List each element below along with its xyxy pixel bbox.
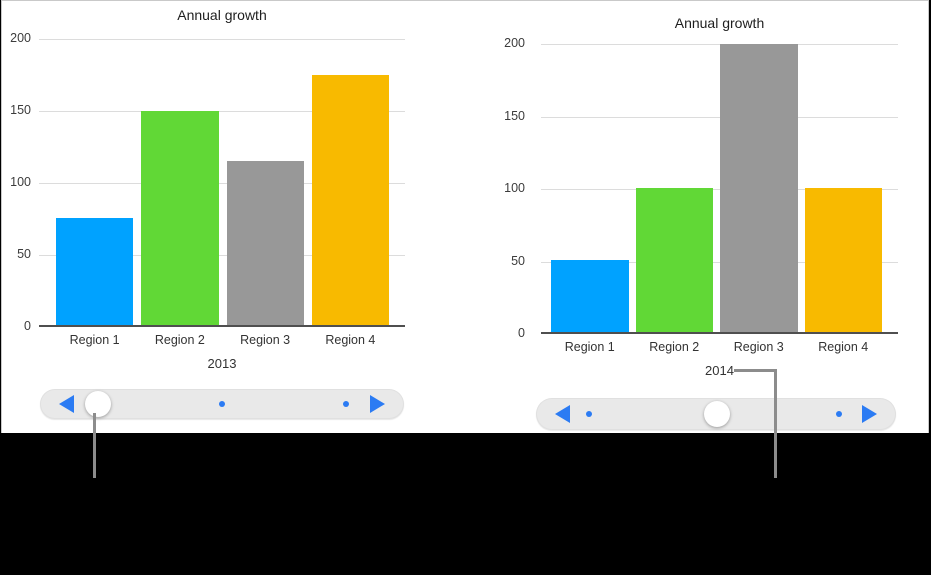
y-axis-tick-label: 150 xyxy=(10,103,31,117)
gridline-200 xyxy=(541,44,898,45)
category-label: Region 1 xyxy=(69,333,120,347)
category-label: Region 3 xyxy=(733,340,784,354)
gridline-150 xyxy=(541,116,898,118)
category-label: Region 4 xyxy=(818,340,869,354)
bar-region-3[interactable] xyxy=(226,160,304,325)
callout-line-2014-horizontal xyxy=(734,369,776,372)
callout-line-scrubber-thumb xyxy=(93,413,96,478)
gridline-100 xyxy=(541,189,898,190)
year-scrubber-track[interactable] xyxy=(40,389,404,419)
next-arrow-icon[interactable] xyxy=(370,395,385,413)
chart-title: Annual growth xyxy=(177,7,267,23)
position-dot-icon[interactable] xyxy=(342,401,349,407)
y-axis-tick-label: 150 xyxy=(504,108,525,123)
scrubber-thumb[interactable] xyxy=(85,391,112,417)
y-axis-tick-label: 100 xyxy=(504,181,525,195)
y-axis-tick-label: 200 xyxy=(504,36,525,50)
gridline-200 xyxy=(39,39,405,40)
gridline-50 xyxy=(541,261,898,263)
gridline-50 xyxy=(39,255,405,256)
callout-line-2014-vertical xyxy=(774,369,777,478)
bar-region-2[interactable] xyxy=(141,110,219,325)
gridline-150 xyxy=(39,111,405,112)
y-axis-tick-label: 0 xyxy=(24,319,31,333)
document-sheet: Annual growth 0 50 100 150 200 Region 1 Regio… xyxy=(1,0,929,433)
bar-region-2[interactable] xyxy=(635,188,713,332)
previous-arrow-icon[interactable] xyxy=(555,405,570,423)
category-label: Region 1 xyxy=(564,340,615,354)
scrubber-thumb[interactable] xyxy=(704,401,731,427)
y-axis-tick-label: 200 xyxy=(10,31,31,45)
year-scrubber-track[interactable] xyxy=(536,398,896,430)
category-label: Region 3 xyxy=(240,333,291,347)
previous-arrow-icon[interactable] xyxy=(59,395,74,413)
plot-area: 0 50 100 150 200 xyxy=(10,31,405,333)
y-axis-tick-label: 50 xyxy=(17,247,31,261)
category-axis: Region 1 Region 2 Region 3 Region 4 xyxy=(541,340,898,354)
chart-panel-2013: Annual growth 0 50 100 150 200 Region 1 Regio… xyxy=(2,1,466,433)
series-year-label: 2013 xyxy=(207,356,237,371)
bar-region-3[interactable] xyxy=(720,44,798,332)
bar-region-4[interactable] xyxy=(804,188,882,332)
category-label: Region 2 xyxy=(649,340,700,354)
position-dot-icon[interactable] xyxy=(585,411,592,417)
x-axis-line xyxy=(541,332,898,334)
gridline-100 xyxy=(39,183,405,184)
chart-panel-2014: Annual growth 0 50 100 150 200 Region 1 Regio… xyxy=(465,1,931,433)
category-label: Region 4 xyxy=(325,333,376,347)
category-axis: Region 1 Region 2 Region 3 Region 4 xyxy=(39,333,405,347)
x-axis-line xyxy=(39,325,405,327)
bars-group xyxy=(541,44,898,332)
bar-region-1[interactable] xyxy=(56,217,134,325)
category-label: Region 2 xyxy=(154,333,205,347)
plot-area: 0 50 100 150 200 xyxy=(504,36,898,340)
y-axis-tick-label: 100 xyxy=(10,175,31,189)
next-arrow-icon[interactable] xyxy=(862,405,877,423)
bar-region-4[interactable] xyxy=(311,74,389,325)
bar-region-1[interactable] xyxy=(551,260,629,332)
y-axis-tick-label: 0 xyxy=(518,326,525,340)
y-axis-tick-label: 50 xyxy=(511,253,525,268)
bars-group xyxy=(39,39,405,325)
series-year-label: 2014 xyxy=(705,363,734,378)
caption-area xyxy=(0,433,931,575)
chart-title: Annual growth xyxy=(674,15,765,31)
position-dot-icon[interactable] xyxy=(219,401,225,407)
position-dot-icon[interactable] xyxy=(836,411,843,417)
